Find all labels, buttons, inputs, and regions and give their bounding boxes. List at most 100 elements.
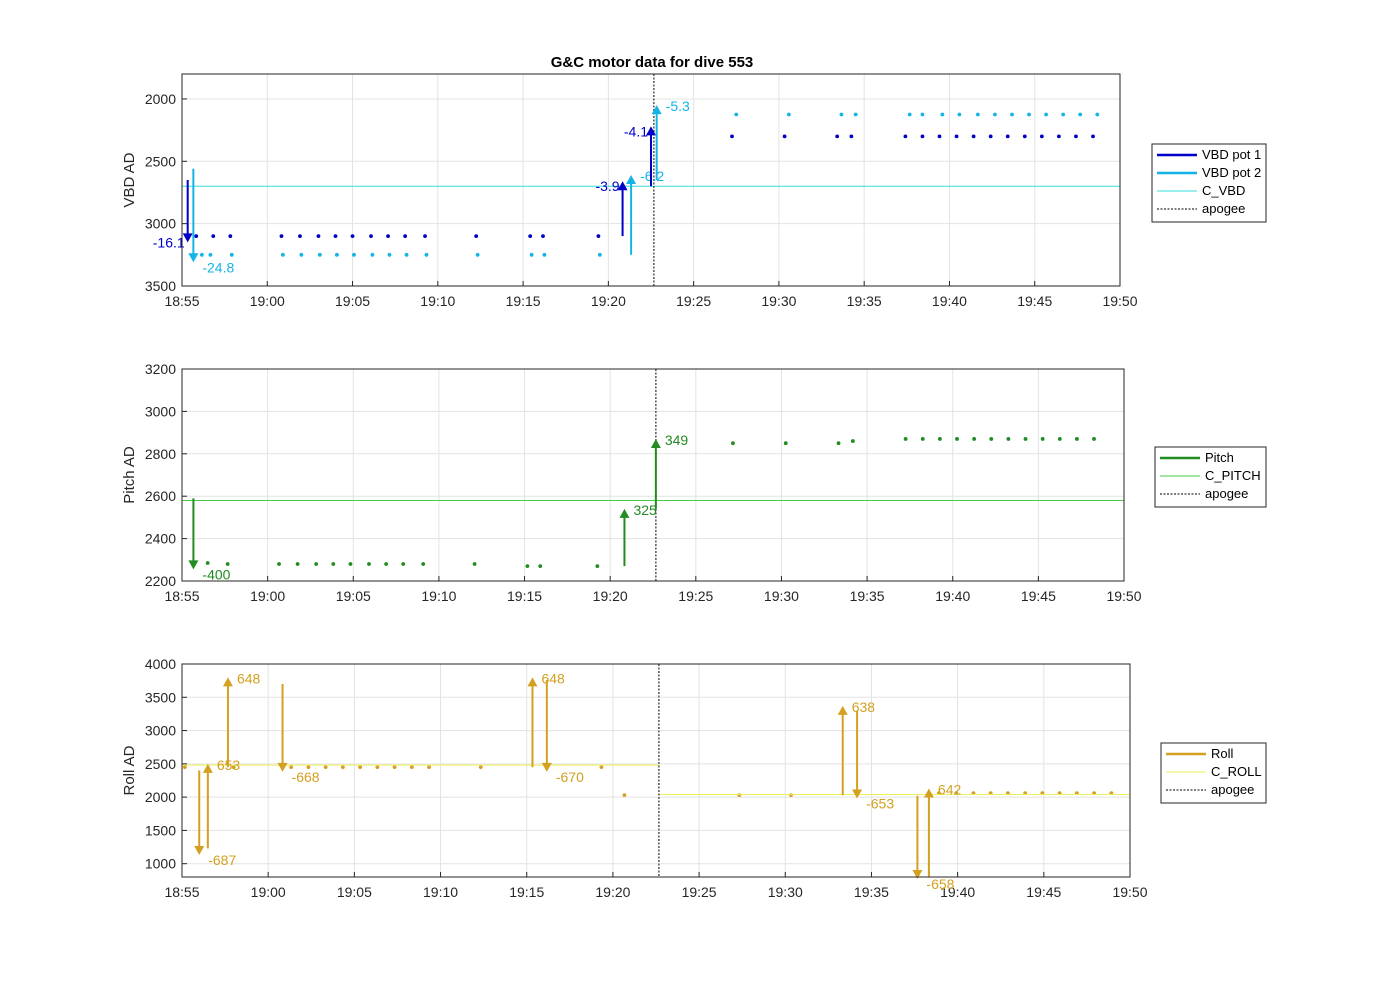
data-point (314, 562, 319, 566)
move-label: 642 (938, 781, 962, 797)
data-point (782, 134, 787, 139)
x-tick-label: 19:05 (335, 293, 370, 309)
data-point (853, 112, 858, 117)
data-point (279, 234, 284, 239)
data-point (786, 112, 791, 117)
data-point (940, 112, 945, 117)
y-tick-label: 1500 (145, 822, 176, 838)
move-arrow: 325 (619, 502, 657, 567)
data-point (478, 765, 483, 770)
data-point (358, 765, 363, 770)
x-tick-label: 19:25 (682, 884, 717, 900)
x-tick-label: 18:55 (164, 293, 199, 309)
x-tick-label: 19:35 (850, 588, 885, 604)
arrow-head (541, 762, 552, 772)
x-tick-label: 19:45 (1017, 293, 1052, 309)
x-tick-label: 19:00 (250, 293, 285, 309)
x-tick-label: 19:00 (251, 884, 286, 900)
data-point (423, 234, 427, 239)
move-arrow: -5.3 (651, 98, 690, 180)
legend-label: Roll (1211, 746, 1234, 761)
data-point (387, 252, 392, 257)
x-tick-label: 19:35 (854, 884, 889, 900)
data-point (920, 437, 925, 441)
arrow-head (923, 788, 934, 798)
x-tick-label: 19:30 (768, 884, 803, 900)
legend-label: apogee (1211, 782, 1254, 797)
data-point (323, 765, 328, 770)
data-point (937, 134, 942, 139)
data-point (317, 252, 322, 257)
data-point (1075, 437, 1079, 441)
arrow-head (651, 105, 662, 115)
axes-box (181, 73, 1121, 287)
data-point (277, 562, 281, 566)
x-tick-label: 19:15 (509, 884, 544, 900)
data-point (409, 765, 414, 770)
data-point (401, 562, 406, 566)
x-tick-label: 19:05 (337, 884, 372, 900)
y-tick-label: 2600 (145, 488, 176, 504)
data-point (528, 234, 533, 239)
y-tick-label: 2000 (145, 789, 176, 805)
data-point (384, 562, 388, 566)
x-tick-label: 19:05 (336, 588, 371, 604)
data-point (596, 234, 601, 239)
data-point (350, 234, 355, 239)
data-point (957, 112, 962, 117)
move-label: -653 (866, 795, 894, 811)
move-arrow: -3.9 (595, 178, 628, 237)
data-point (208, 252, 213, 257)
series-vbd-pot-1 (194, 134, 1095, 239)
x-tick-label: 19:30 (761, 293, 796, 309)
y-tick-label: 2000 (145, 91, 176, 107)
x-tick-label: 19:20 (591, 293, 626, 309)
x-tick-label: 19:10 (420, 293, 455, 309)
arrow-head (222, 677, 233, 687)
y-axis-label: Pitch AD (121, 446, 138, 504)
data-point (1078, 112, 1083, 117)
y-tick-label: 1000 (145, 856, 176, 872)
legend-label: C_ROLL (1211, 764, 1262, 779)
move-arrow: 349 (650, 432, 688, 509)
data-point (975, 112, 980, 117)
move-label: 325 (633, 502, 657, 518)
arrow-head (852, 789, 863, 799)
legend-label: VBD pot 1 (1202, 147, 1261, 162)
data-point (1092, 437, 1096, 441)
arrow-head (182, 233, 193, 243)
data-point (205, 561, 210, 565)
data-point (1006, 437, 1011, 441)
x-tick-label: 19:50 (1102, 293, 1137, 309)
legend-label: C_VBD (1202, 183, 1245, 198)
move-label: -687 (208, 852, 236, 868)
move-label: -3.9 (595, 178, 619, 194)
chart-title: G&C motor data for dive 553 (551, 54, 754, 71)
axes-box (181, 368, 1125, 582)
move-arrow: -658 (912, 795, 955, 892)
arrow-head (912, 869, 923, 879)
arrow-head (188, 253, 199, 263)
legend-label: apogee (1202, 201, 1245, 216)
x-tick-label: 18:55 (164, 588, 199, 604)
panel-1: 18:55 19:00 19:05 19:10 19:15 19:20 19:25 19:30… (121, 73, 1267, 309)
arrow-head (837, 705, 848, 715)
data-point (903, 134, 908, 139)
y-axis-label: Roll AD (121, 745, 138, 795)
data-point (424, 252, 429, 257)
move-label: -24.8 (202, 259, 234, 275)
arrow-head (202, 763, 213, 773)
arrow-head (188, 560, 199, 570)
data-point (789, 793, 793, 798)
data-point (1040, 437, 1045, 441)
data-point (403, 234, 408, 239)
move-label: 648 (237, 670, 261, 686)
data-point (903, 437, 908, 441)
data-point (1022, 134, 1027, 139)
y-tick-label: 3200 (145, 361, 176, 377)
data-point (920, 112, 925, 117)
